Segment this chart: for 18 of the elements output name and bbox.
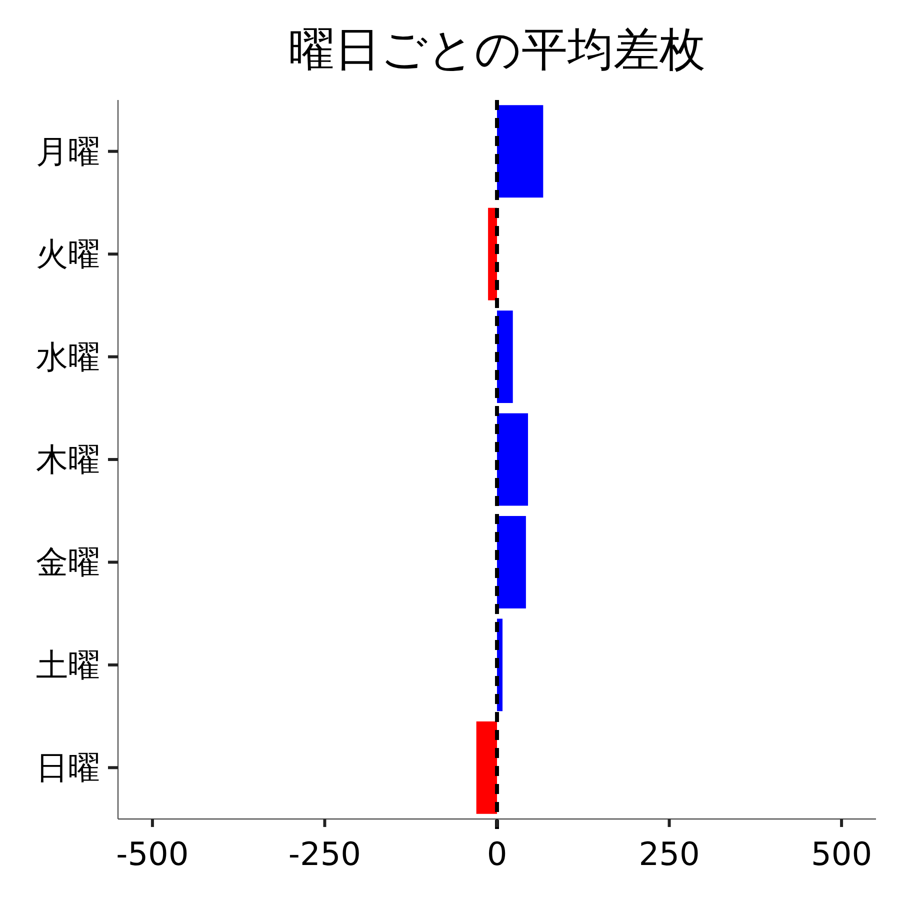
x-tick-label: 250 [638, 835, 700, 873]
y-tick-label: 土曜 [36, 646, 100, 684]
y-tick-label: 木曜 [36, 440, 100, 478]
x-tick-label: 500 [811, 835, 872, 873]
bar [476, 721, 497, 814]
bar [497, 413, 528, 506]
bar [497, 105, 544, 198]
chart-title: 曜日ごとの平均差枚 [288, 22, 706, 76]
y-tick-label: 水曜 [36, 338, 100, 376]
y-tick-label: 日曜 [36, 748, 100, 787]
y-tick-label: 火曜 [36, 235, 100, 274]
y-tick-label: 金曜 [36, 543, 100, 582]
x-tick-label: 0 [486, 835, 508, 873]
bar [497, 310, 513, 404]
y-tick-label: 月曜 [36, 132, 100, 170]
x-tick-label: -500 [116, 835, 189, 873]
bar [497, 516, 526, 608]
x-tick-label: -250 [288, 835, 362, 873]
